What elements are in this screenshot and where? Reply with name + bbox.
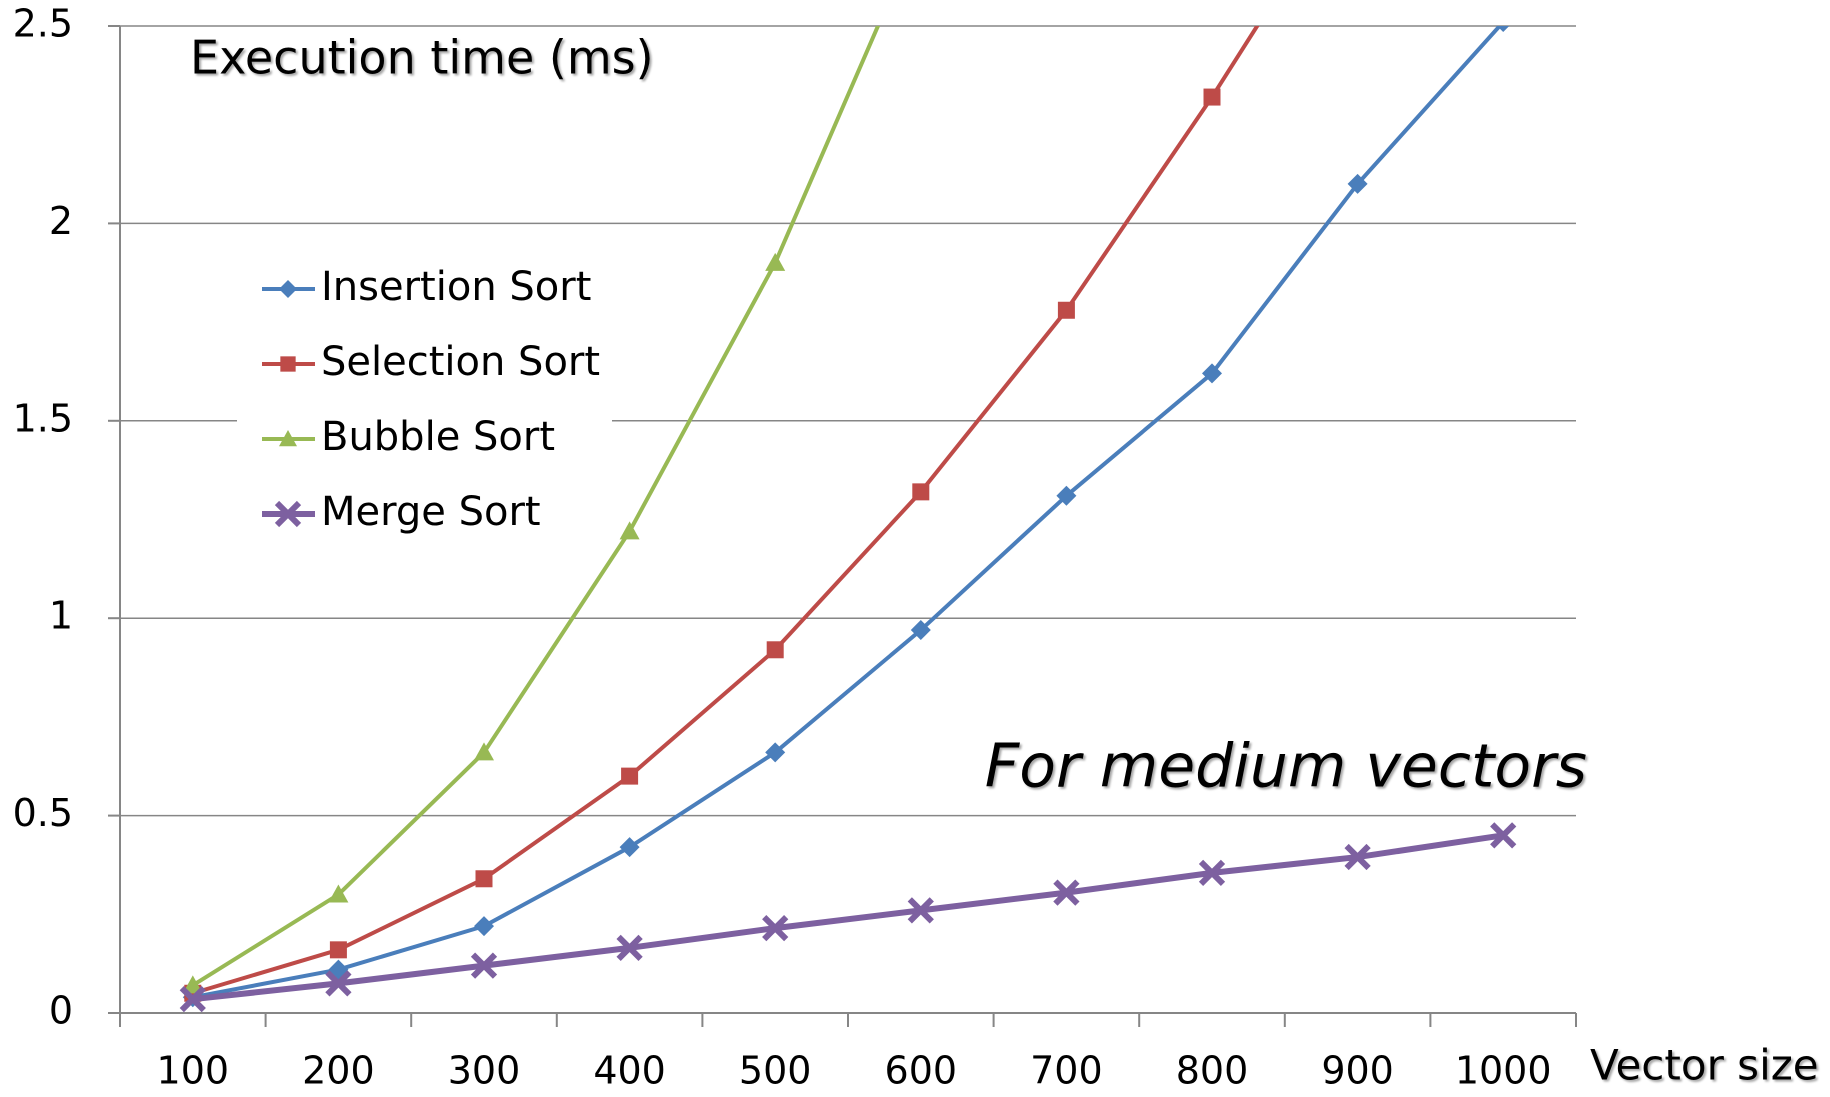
marker — [910, 620, 931, 641]
marker — [765, 742, 786, 763]
annotation: For medium vectors — [985, 732, 1587, 802]
marker — [621, 767, 639, 785]
marker — [474, 742, 494, 761]
y-tick-label: 1 — [49, 594, 73, 638]
chart-title: Execution time (ms) — [190, 31, 654, 85]
x-tick-label: 1000 — [1455, 1049, 1552, 1093]
legend: Insertion Sort Selection Sort Bubble Sort M… — [237, 262, 612, 550]
marker — [182, 975, 203, 994]
marker — [179, 986, 206, 1013]
marker — [470, 952, 498, 979]
marker — [475, 870, 493, 888]
marker — [1203, 88, 1221, 106]
series-line — [192, 26, 1503, 1000]
x-tick-label: 300 — [448, 1049, 521, 1093]
marker — [1344, 843, 1371, 871]
marker — [762, 914, 789, 942]
legend-label: Insertion Sort — [321, 264, 591, 310]
marker — [279, 280, 297, 298]
marker — [328, 884, 349, 903]
marker — [1053, 879, 1080, 906]
series-line — [191, 26, 881, 988]
marker — [1202, 363, 1222, 384]
x-tick-label: 700 — [1030, 1049, 1103, 1093]
marker — [1497, 26, 1510, 33]
marker — [474, 916, 494, 937]
x-tick-label: 600 — [885, 1049, 958, 1093]
y-tick-label: 2 — [49, 199, 73, 243]
x-tick-label: 400 — [593, 1049, 666, 1093]
marker — [1056, 485, 1077, 506]
marker — [280, 356, 296, 372]
marker — [765, 252, 786, 271]
y-tick-label: 0.5 — [13, 791, 73, 835]
marker — [1198, 859, 1226, 886]
marker — [279, 430, 297, 447]
marker — [1490, 822, 1517, 849]
marker — [619, 837, 640, 858]
legend-box — [237, 262, 612, 550]
x-tick-label: 800 — [1176, 1049, 1249, 1093]
x-tick-label: 500 — [739, 1049, 812, 1093]
marker — [912, 483, 930, 501]
x-tick-label: 100 — [157, 1049, 230, 1093]
legend-label: Bubble Sort — [321, 414, 555, 460]
y-tick-label: 1.5 — [13, 396, 73, 440]
marker — [616, 934, 643, 961]
plot-area — [179, 26, 1517, 1013]
x-tick-label: 900 — [1321, 1049, 1394, 1093]
x-tick-label: 200 — [302, 1049, 375, 1093]
x-axis-label: Vector size — [1590, 1041, 1819, 1090]
marker — [766, 641, 784, 659]
marker — [325, 970, 352, 997]
series-line — [192, 832, 1504, 1003]
y-tick-label: 2.5 — [13, 2, 73, 46]
marker — [619, 521, 640, 540]
marker — [1057, 301, 1075, 319]
marker — [1347, 173, 1368, 194]
marker — [329, 941, 347, 959]
marker — [274, 500, 302, 528]
legend-label: Merge Sort — [321, 489, 541, 535]
marker — [907, 897, 934, 924]
y-tick-label: 0 — [49, 989, 73, 1033]
legend-label: Selection Sort — [321, 339, 600, 385]
